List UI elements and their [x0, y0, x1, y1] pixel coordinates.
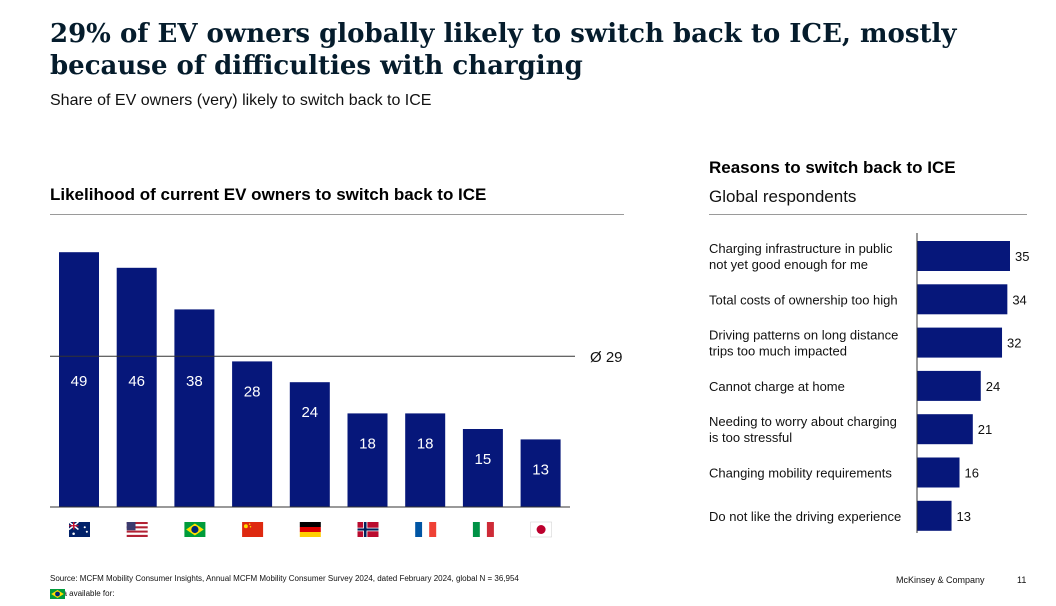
- right-chart-title: Reasons to switch back to ICE: [709, 158, 956, 177]
- reason-value-label: 32: [1007, 336, 1021, 351]
- reason-bar: [917, 284, 1008, 315]
- reason-label: Cannot charge at home: [709, 379, 845, 394]
- reason-label: Needing to worry about charging: [709, 414, 897, 429]
- flag-australia-icon: [68, 521, 90, 537]
- reason-value-label: 21: [978, 422, 992, 437]
- reason-bar: [917, 370, 981, 401]
- right-chart-subtitle: Global respondents: [709, 187, 857, 206]
- data-available-row: Data available for:: [50, 589, 120, 599]
- source-note: Source: MCFM Mobility Consumer Insights,…: [50, 574, 519, 583]
- flag-brazil-mini: [50, 589, 65, 599]
- bar-italy: [462, 429, 503, 507]
- flag-brazil-icon: [50, 589, 65, 599]
- reason-bar: [917, 500, 952, 531]
- bar-value-label: 24: [301, 404, 318, 421]
- flag-brazil-icon: [184, 522, 206, 537]
- reason-label: Changing mobility requirements: [709, 466, 892, 481]
- brand-name: McKinsey & Company: [896, 575, 985, 585]
- data-available-label: Data available for:: [50, 589, 115, 598]
- bar-value-label: 49: [71, 373, 88, 390]
- flag-france-icon: [415, 522, 437, 537]
- reason-label: not yet good enough for me: [709, 257, 868, 272]
- reason-label: Driving patterns on long distance: [709, 328, 898, 343]
- flag-japan-icon: [530, 521, 552, 538]
- reason-value-label: 35: [1015, 249, 1029, 264]
- bar-value-label: 28: [244, 383, 261, 400]
- right-chart-divider: [709, 214, 1027, 215]
- reason-value-label: 24: [986, 379, 1000, 394]
- bar-value-label: 15: [475, 451, 492, 468]
- bar-japan: [520, 439, 561, 507]
- page-number: 11: [1017, 575, 1027, 585]
- flag-italy-icon: [472, 522, 494, 537]
- flag-germany-icon: [299, 522, 321, 537]
- reason-label: Charging infrastructure in public: [709, 241, 893, 256]
- reason-label: Do not like the driving experience: [709, 509, 901, 524]
- left-chart-divider: [50, 214, 624, 215]
- reason-bar: [917, 327, 1003, 358]
- reason-value-label: 16: [965, 466, 979, 481]
- bar-value-label: 18: [359, 435, 376, 452]
- bar-france: [405, 413, 446, 507]
- page-subtitle: Share of EV owners (very) likely to swit…: [50, 92, 432, 109]
- bar-value-label: 18: [417, 435, 434, 452]
- bar-china: [232, 361, 273, 507]
- reason-label: is too stressful: [709, 430, 792, 445]
- bar-brazil: [174, 309, 215, 507]
- flag-china-icon: [242, 522, 264, 537]
- reason-label: Total costs of ownership too high: [709, 292, 898, 307]
- bar-united-states: [116, 267, 157, 507]
- flag-us-icon: [126, 522, 148, 537]
- bar-value-label: 38: [186, 373, 203, 390]
- reason-label: trips too much impacted: [709, 344, 847, 359]
- page-title: 29% of EV owners globally likely to swit…: [50, 19, 957, 81]
- left-bar-chart: 49 46 38 28 24 18 18 15 13 Ø 29: [50, 252, 623, 538]
- reason-bar: [917, 457, 960, 488]
- reason-bar: [917, 414, 973, 445]
- flag-norway-icon: [357, 522, 379, 537]
- left-chart-title: Likelihood of current EV owners to switc…: [50, 185, 487, 204]
- reason-bar: [917, 241, 1010, 271]
- bar-germany: [289, 382, 330, 507]
- bar-value-label: 13: [532, 461, 549, 478]
- reason-value-label: 13: [957, 509, 971, 524]
- reason-value-label: 34: [1012, 292, 1026, 307]
- bar-australia: [59, 252, 99, 507]
- bar-norway: [347, 413, 388, 507]
- average-label: Ø 29: [590, 349, 623, 366]
- bar-value-label: 46: [128, 373, 145, 390]
